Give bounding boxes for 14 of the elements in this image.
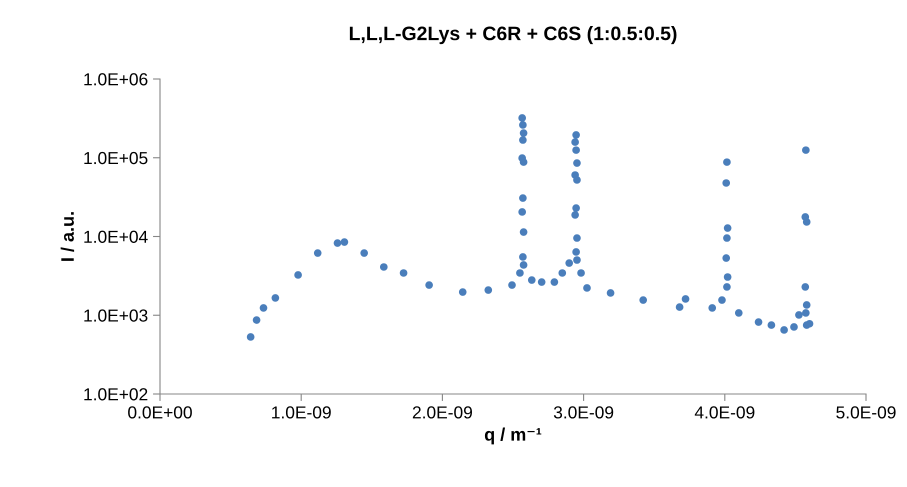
y-tick-label: 1.0E+02 — [84, 388, 148, 400]
x-tick-label: 4.0E-09 — [694, 406, 754, 419]
y-tick-label: 1.0E+06 — [84, 73, 148, 86]
y-axis-title: I / a.u. — [60, 212, 74, 261]
x-tick-label: 0.0E+00 — [128, 406, 192, 419]
y-tick-label: 1.0E+04 — [84, 230, 148, 243]
y-tick-label: 1.0E+03 — [84, 309, 148, 322]
x-tick-label: 5.0E-09 — [836, 406, 896, 419]
x-axis-title: q / m⁻¹ — [484, 428, 542, 444]
chart-title: L,L,L-G2Lys + C6R + C6S (1:0.5:0.5) — [350, 26, 676, 44]
x-tick-label: 2.0E-09 — [412, 406, 472, 419]
x-tick-label: 1.0E-09 — [272, 406, 331, 419]
x-tick-label: 3.0E-09 — [554, 406, 614, 419]
y-tick-label: 1.0E+05 — [84, 152, 148, 164]
